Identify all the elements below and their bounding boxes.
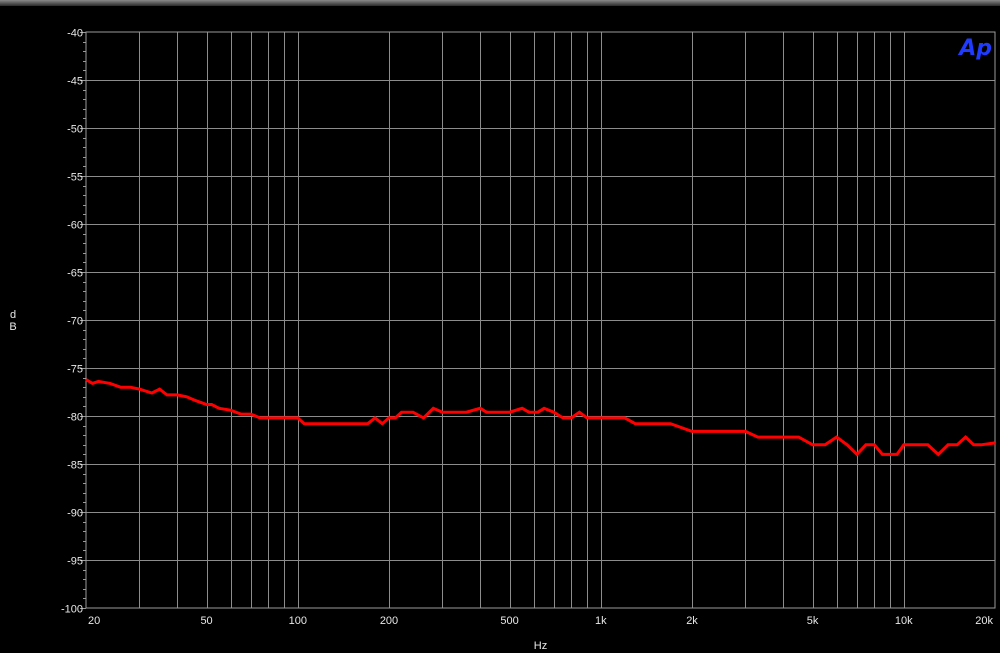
y-axis-label-line-1: d bbox=[10, 309, 16, 321]
y-tick-label: -70 bbox=[67, 316, 83, 328]
x-axis-label: Hz bbox=[534, 640, 547, 652]
y-tick-label: -95 bbox=[67, 556, 83, 568]
x-tick-labels: 20 50 100 200 500 1k 2k 5k 10k 20k bbox=[88, 615, 993, 627]
x-tick-label: 5k bbox=[807, 615, 819, 627]
x-tick-label: 500 bbox=[500, 615, 518, 627]
series-line-0 bbox=[85, 378, 996, 457]
y-tick-label: -75 bbox=[67, 364, 83, 376]
y-tick-label: -45 bbox=[67, 76, 83, 88]
window-top-border bbox=[0, 0, 1000, 6]
y-tick-label: -50 bbox=[67, 124, 83, 136]
series-layer bbox=[85, 378, 996, 457]
x-tick-label: 200 bbox=[380, 615, 398, 627]
x-tick-label: 1k bbox=[595, 615, 607, 627]
x-tick-label: 20k bbox=[975, 615, 993, 627]
audio-precision-logo: Ap bbox=[957, 36, 992, 61]
y-tick-label: -40 bbox=[67, 28, 83, 40]
y-tick-label: -80 bbox=[67, 412, 83, 424]
y-tick-label: -55 bbox=[67, 172, 83, 184]
y-axis-label-line-2: B bbox=[9, 321, 16, 333]
horizontal-gridlines bbox=[86, 80, 995, 561]
x-tick-label: 2k bbox=[686, 615, 698, 627]
x-tick-label: 20 bbox=[88, 615, 100, 627]
y-tick-label: -85 bbox=[67, 460, 83, 472]
plot-border bbox=[85, 31, 996, 609]
y-tick-label: -60 bbox=[67, 220, 83, 232]
x-tick-label: 100 bbox=[289, 615, 307, 627]
x-tick-label: 10k bbox=[895, 615, 913, 627]
y-tick-labels: -40 -45 -50 -55 -60 -65 -70 -75 -80 -85 -90 -95 -100 bbox=[61, 28, 83, 616]
y-tick-label: -100 bbox=[61, 604, 83, 616]
x-tick-label: 50 bbox=[200, 615, 212, 627]
y-tick-label: -90 bbox=[67, 508, 83, 520]
y-tick-label: -65 bbox=[67, 268, 83, 280]
